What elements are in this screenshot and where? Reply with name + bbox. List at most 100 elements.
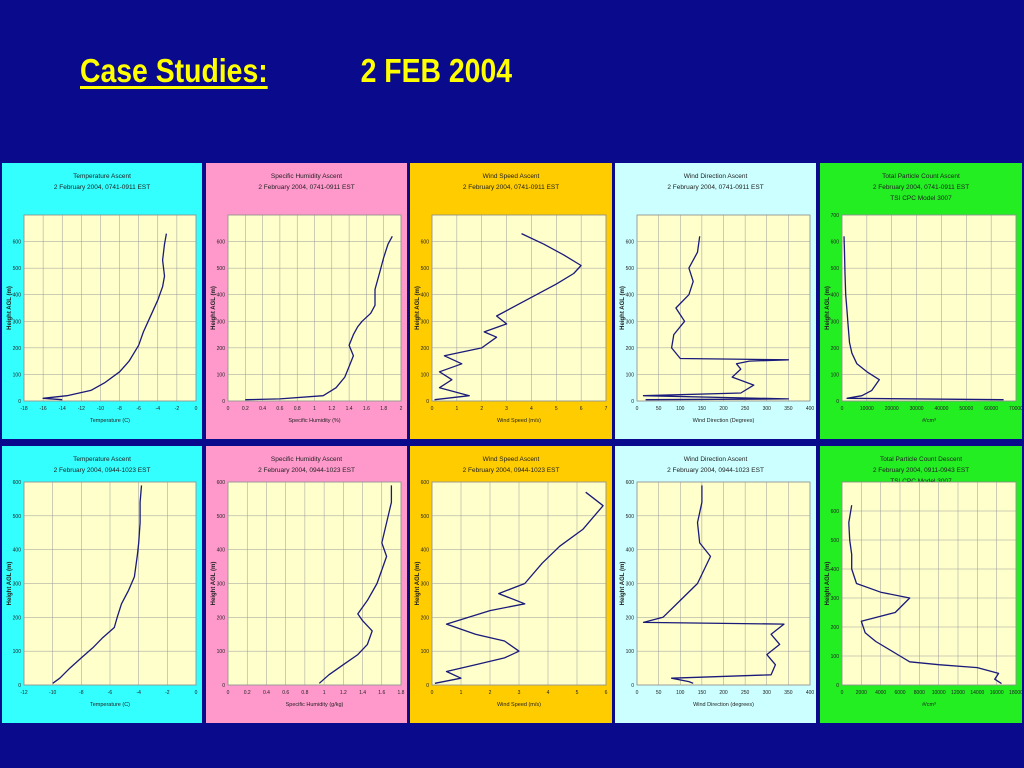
y-tick-label: 0 <box>836 399 839 405</box>
title-date: 2 FEB 2004 <box>360 52 513 89</box>
x-tick-label: 1 <box>455 406 458 412</box>
x-axis-label: Specific Humidity (g/kg) <box>286 702 344 708</box>
x-tick-label: 18000 <box>1009 690 1022 696</box>
series-line <box>434 491 604 684</box>
chart-title: Wind Direction Ascent <box>684 173 748 180</box>
chart-panel-7: Specific Humidity Ascent 2 February 2004,… <box>206 446 407 723</box>
x-axis-label: Wind Direction (degrees) <box>693 702 754 708</box>
x-axis-label: Wind Speed (m/s) <box>497 702 541 708</box>
x-tick-label: 250 <box>741 406 750 412</box>
y-axis-label: Height AGL (m) <box>7 286 13 330</box>
x-tick-label: 400 <box>806 406 815 412</box>
y-tick-label: 500 <box>421 514 430 520</box>
y-axis-label: Height AGL (m) <box>825 286 831 330</box>
x-tick-label: 0.4 <box>259 406 266 412</box>
y-tick-label: 0 <box>426 399 429 405</box>
y-tick-label: 100 <box>831 654 840 660</box>
x-tick-label: -8 <box>79 690 84 696</box>
chart-subtitle: 2 February 2004, 0911-0943 EST <box>873 467 969 474</box>
x-tick-label: -10 <box>49 690 56 696</box>
y-tick-label: 200 <box>831 346 840 352</box>
x-tick-label: 0.4 <box>263 690 270 696</box>
x-axis-label: Wind Speed (m/s) <box>497 418 541 424</box>
y-tick-label: 100 <box>217 649 226 655</box>
x-tick-label: 50 <box>656 690 662 696</box>
chart-panel-3: Wind Speed Ascent 2 February 2004, 0741-0… <box>410 163 612 439</box>
series-line <box>642 485 785 684</box>
chart-panel-5: Total Particle Count Ascent 2 February 20… <box>820 163 1022 439</box>
x-tick-label: 0.2 <box>244 690 251 696</box>
x-tick-label: 50 <box>656 406 662 412</box>
x-axis-label: #/cm³ <box>922 702 936 708</box>
y-tick-label: 100 <box>421 372 430 378</box>
plot-area <box>841 214 1017 402</box>
chart-svg-7: Specific Humidity Ascent 2 February 2004,… <box>211 456 405 708</box>
plot-area <box>841 481 1017 686</box>
series-line <box>843 236 1004 401</box>
x-tick-label: 40000 <box>934 406 948 412</box>
x-tick-label: 7 <box>605 406 608 412</box>
y-tick-label: 400 <box>626 293 635 299</box>
y-tick-label: 200 <box>217 615 226 621</box>
chart-title: Temperature Ascent <box>73 456 131 463</box>
x-tick-label: 350 <box>784 406 793 412</box>
chart-panel-1: Temperature Ascent 2 February 2004, 0741-… <box>2 163 202 439</box>
y-tick-label: 200 <box>626 615 635 621</box>
series-line <box>52 485 143 684</box>
series-line <box>245 235 393 401</box>
y-tick-label: 400 <box>831 567 840 573</box>
x-tick-label: 1.2 <box>340 690 347 696</box>
series-line <box>434 233 582 401</box>
y-tick-label: 200 <box>421 346 430 352</box>
x-tick-label: 1.6 <box>363 406 370 412</box>
y-tick-label: 200 <box>421 615 430 621</box>
series-line <box>848 505 1002 685</box>
chart-title: Temperature Ascent <box>73 173 131 180</box>
y-tick-label: 400 <box>13 293 22 299</box>
y-tick-label: 300 <box>13 582 22 588</box>
chart-title: Wind Speed Ascent <box>483 456 540 463</box>
x-tick-label: -2 <box>175 406 180 412</box>
x-tick-label: 0.6 <box>276 406 283 412</box>
x-axis-label: Temperature (C) <box>90 702 130 708</box>
y-tick-label: 400 <box>421 548 430 554</box>
y-tick-label: 0 <box>18 683 21 689</box>
y-tick-label: 600 <box>13 480 22 486</box>
y-axis-label: Height AGL (m) <box>620 286 626 330</box>
series-line <box>42 233 168 401</box>
x-tick-label: 400 <box>806 690 815 696</box>
x-tick-label: 60000 <box>984 406 998 412</box>
x-tick-label: 250 <box>741 690 750 696</box>
x-tick-label: 20000 <box>885 406 899 412</box>
y-tick-label: 200 <box>626 346 635 352</box>
y-axis-label: Height AGL (m) <box>211 562 217 606</box>
x-tick-label: 350 <box>784 690 793 696</box>
title-label: Case Studies: <box>80 52 268 89</box>
y-tick-label: 600 <box>831 240 840 246</box>
chart-grid: Temperature Ascent 2 February 2004, 0741-… <box>0 163 1024 723</box>
x-tick-label: 0.8 <box>294 406 301 412</box>
y-tick-label: 400 <box>831 293 840 299</box>
x-tick-label: -8 <box>117 406 122 412</box>
x-tick-label: 16000 <box>990 690 1004 696</box>
chart-subtitle2: TSI CPC Model 3007 <box>890 478 952 485</box>
chart-title: Wind Direction Ascent <box>684 456 748 463</box>
x-tick-label: 14000 <box>970 690 984 696</box>
x-tick-label: -12 <box>78 406 85 412</box>
x-tick-label: 6 <box>580 406 583 412</box>
x-tick-label: 1.8 <box>380 406 387 412</box>
y-axis-label: Height AGL (m) <box>620 562 626 606</box>
chart-subtitle: 2 February 2004, 0741-0911 EST <box>54 184 150 191</box>
chart-panel-10: Total Particle Count Descent 2 February 2… <box>820 446 1022 723</box>
chart-title: Wind Speed Ascent <box>483 173 540 180</box>
x-tick-label: -12 <box>20 690 27 696</box>
chart-svg-3: Wind Speed Ascent 2 February 2004, 0741-0… <box>415 173 608 424</box>
chart-panel-4: Wind Direction Ascent 2 February 2004, 07… <box>615 163 816 439</box>
x-axis-label: Wind Direction (Degrees) <box>693 418 755 424</box>
x-tick-label: 100 <box>676 406 685 412</box>
x-tick-label: 1.6 <box>378 690 385 696</box>
x-tick-label: 2000 <box>856 690 867 696</box>
chart-subtitle2: TSI CPC Model 3007 <box>890 195 952 202</box>
y-axis-label: Height AGL (m) <box>415 286 421 330</box>
x-tick-label: 200 <box>719 690 728 696</box>
